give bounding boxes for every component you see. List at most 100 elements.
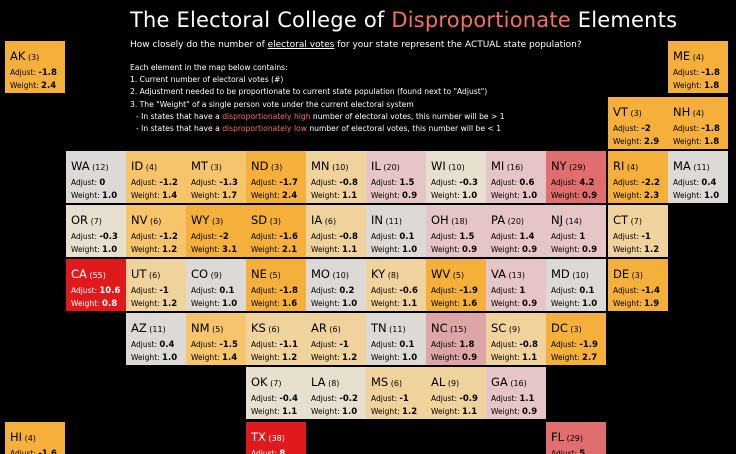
adjust-row: Adjust: -1.9 <box>551 340 598 350</box>
state-tile-fl[interactable]: FL (29) Adjust: 5 <box>546 422 606 454</box>
state-tile-pa[interactable]: PA (20) Adjust: 1.4 Weight: 0.9 <box>486 205 546 257</box>
electoral-votes: (10) <box>445 163 465 172</box>
weight-row: Weight: 1.0 <box>71 191 117 201</box>
state-abbr: NV <box>131 213 148 227</box>
electoral-votes: (3) <box>627 109 642 118</box>
state-tile-wi[interactable]: WI (10) Adjust: -0.3 Weight: 1.0 <box>426 151 486 203</box>
state-tile-ks[interactable]: KS (6) Adjust: -1.1 Weight: 1.2 <box>246 313 306 365</box>
state-tile-de[interactable]: DE (3) Adjust: -1.4 Weight: 1.9 <box>608 259 668 311</box>
adjust-value: -1.8 <box>701 124 720 134</box>
weight-row: Weight: 1.2 <box>613 245 659 255</box>
adjust-value: -1.6 <box>38 449 57 454</box>
weight-row: Weight: 0.9 <box>491 407 537 417</box>
adjust-row: Adjust: -1.4 <box>613 286 660 296</box>
state-tile-or[interactable]: OR (7) Adjust: -0.3 Weight: 1.0 <box>66 205 126 257</box>
adjust-label: Adjust: <box>251 286 280 295</box>
state-tile-nc[interactable]: NC (15) Adjust: 1.8 Weight: 0.9 <box>426 313 486 365</box>
state-tile-nd[interactable]: ND (3) Adjust: -1.7 Weight: 2.4 <box>246 151 306 203</box>
adjust-row: Adjust: -1.1 <box>251 340 298 350</box>
state-tile-wa[interactable]: WA (12) Adjust: 0 Weight: 1.0 <box>66 151 126 203</box>
state-tile-ak[interactable]: AK (3) Adjust: -1.8 Weight: 2.4 <box>5 41 65 93</box>
state-abbr: OR <box>71 213 89 227</box>
weight-row: Weight: 0.9 <box>431 245 477 255</box>
state-abbr: WI <box>431 159 446 173</box>
adjust-value: -0.3 <box>99 232 118 242</box>
weight-label: Weight: <box>371 353 403 362</box>
state-tile-wv[interactable]: WV (5) Adjust: -1.9 Weight: 1.6 <box>426 259 486 311</box>
adjust-label: Adjust: <box>491 286 520 295</box>
state-tile-in[interactable]: IN (11) Adjust: 0.1 Weight: 1.0 <box>366 205 426 257</box>
state-tile-vt[interactable]: VT (3) Adjust: -2 Weight: 2.9 <box>608 97 668 149</box>
state-tile-al[interactable]: AL (9) Adjust: -0.9 Weight: 1.1 <box>426 367 486 419</box>
state-tile-ri[interactable]: RI (4) Adjust: -2.2 Weight: 2.3 <box>608 151 668 203</box>
state-tile-az[interactable]: AZ (11) Adjust: 0.4 Weight: 1.0 <box>126 313 186 365</box>
state-header: IN (11) <box>371 213 402 227</box>
weight-value: 3.1 <box>222 245 238 255</box>
state-tile-wy[interactable]: WY (3) Adjust: -2 Weight: 3.1 <box>186 205 246 257</box>
electoral-votes: (3) <box>567 325 582 334</box>
state-tile-ma[interactable]: MA (11) Adjust: 0.4 Weight: 1.0 <box>668 151 728 203</box>
state-tile-ut[interactable]: UT (6) Adjust: -1 Weight: 1.2 <box>126 259 186 311</box>
adjust-row: Adjust: -2.2 <box>613 178 660 188</box>
state-tile-sc[interactable]: SC (9) Adjust: -0.8 Weight: 1.1 <box>486 313 546 365</box>
state-tile-ct[interactable]: CT (7) Adjust: -1 Weight: 1.2 <box>608 205 668 257</box>
state-tile-va[interactable]: VA (13) Adjust: 1 Weight: 0.9 <box>486 259 546 311</box>
state-tile-sd[interactable]: SD (3) Adjust: -1.6 Weight: 2.1 <box>246 205 306 257</box>
state-tile-nh[interactable]: NH (4) Adjust: -1.8 Weight: 1.8 <box>668 97 728 149</box>
state-tile-co[interactable]: CO (9) Adjust: 0.1 Weight: 1.0 <box>186 259 246 311</box>
state-tile-mi[interactable]: MI (16) Adjust: 0.6 Weight: 1.0 <box>486 151 546 203</box>
state-tile-md[interactable]: MD (10) Adjust: 0.1 Weight: 1.0 <box>546 259 606 311</box>
state-abbr: AK <box>10 49 26 63</box>
state-header: NV (6) <box>131 213 161 227</box>
weight-row: Weight: 1.0 <box>71 245 117 255</box>
state-abbr: VT <box>613 105 628 119</box>
state-tile-ok[interactable]: OK (7) Adjust: -0.4 Weight: 1.1 <box>246 367 306 419</box>
state-tile-me[interactable]: ME (4) Adjust: -1.8 Weight: 1.8 <box>668 41 728 93</box>
state-tile-ca[interactable]: CA (55) Adjust: 10.6 Weight: 0.8 <box>66 259 126 311</box>
weight-row: Weight: 1.0 <box>673 191 719 201</box>
adjust-value: -1 <box>399 394 409 404</box>
weight-value: 1.0 <box>704 191 720 201</box>
state-tile-id[interactable]: ID (4) Adjust: -1.2 Weight: 1.4 <box>126 151 186 203</box>
state-tile-ne[interactable]: NE (5) Adjust: -1.8 Weight: 1.6 <box>246 259 306 311</box>
electoral-votes: (29) <box>564 434 583 443</box>
adjust-label: Adjust: <box>10 449 39 454</box>
weight-value: 1.2 <box>402 407 418 417</box>
weight-row: Weight: 1.0 <box>311 299 357 309</box>
state-tile-oh[interactable]: OH (18) Adjust: 1.5 Weight: 0.9 <box>426 205 486 257</box>
state-tile-nj[interactable]: NJ (14) Adjust: 1 Weight: 0.9 <box>546 205 606 257</box>
adjust-label: Adjust: <box>491 178 520 187</box>
state-tile-ky[interactable]: KY (8) Adjust: -0.6 Weight: 1.1 <box>366 259 426 311</box>
adjust-value: 1 <box>579 232 586 242</box>
state-tile-nv[interactable]: NV (6) Adjust: -1.2 Weight: 1.2 <box>126 205 186 257</box>
state-header: MO (10) <box>311 267 349 281</box>
adjust-value: 0.1 <box>399 340 415 350</box>
adjust-row: Adjust: -1.3 <box>191 178 238 188</box>
state-header: WV (5) <box>431 267 464 281</box>
adjust-label: Adjust: <box>311 394 340 403</box>
state-tile-ga[interactable]: GA (16) Adjust: 1.1 Weight: 0.9 <box>486 367 546 419</box>
adjust-label: Adjust: <box>251 340 280 349</box>
state-tile-mn[interactable]: MN (10) Adjust: -0.8 Weight: 1.1 <box>306 151 366 203</box>
state-tile-ms[interactable]: MS (6) Adjust: -1 Weight: 1.2 <box>366 367 426 419</box>
state-tile-ia[interactable]: IA (6) Adjust: -0.8 Weight: 1.1 <box>306 205 366 257</box>
state-tile-ny[interactable]: NY (29) Adjust: 4.2 Weight: 0.9 <box>546 151 606 203</box>
weight-row: Weight: 1.1 <box>491 353 537 363</box>
state-tile-hi[interactable]: HI (4) Adjust: -1.6 <box>5 422 65 454</box>
state-tile-mt[interactable]: MT (3) Adjust: -1.3 Weight: 1.7 <box>186 151 246 203</box>
page-title: The Electoral College of Disproportionat… <box>130 8 677 32</box>
state-tile-tn[interactable]: TN (11) Adjust: 0.1 Weight: 1.0 <box>366 313 426 365</box>
state-tile-tx[interactable]: TX (38) Adjust: 8 <box>246 422 306 454</box>
state-tile-la[interactable]: LA (8) Adjust: -0.2 Weight: 1.0 <box>306 367 366 419</box>
state-tile-nm[interactable]: NM (5) Adjust: -1.5 Weight: 1.4 <box>186 313 246 365</box>
state-tile-ar[interactable]: AR (6) Adjust: -1 Weight: 1.2 <box>306 313 366 365</box>
adjust-row: Adjust: -1.9 <box>431 286 478 296</box>
state-tile-mo[interactable]: MO (10) Adjust: 0.2 Weight: 1.0 <box>306 259 366 311</box>
state-header: DE (3) <box>613 267 643 281</box>
state-tile-dc[interactable]: DC (3) Adjust: -1.9 Weight: 2.7 <box>546 313 606 365</box>
adjust-value: -1.8 <box>701 68 720 78</box>
state-header: MS (6) <box>371 375 402 389</box>
state-header: IA (6) <box>311 213 336 227</box>
state-tile-il[interactable]: IL (20) Adjust: 1.5 Weight: 0.9 <box>366 151 426 203</box>
state-header: OR (7) <box>71 213 102 227</box>
